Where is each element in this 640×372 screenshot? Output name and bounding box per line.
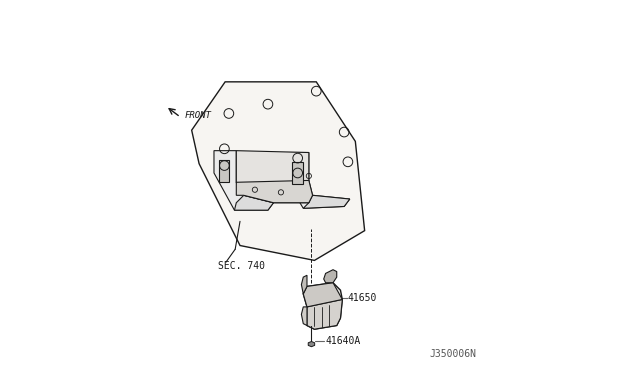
- Polygon shape: [324, 270, 337, 283]
- Text: 41650: 41650: [348, 294, 377, 303]
- Polygon shape: [301, 275, 307, 294]
- Polygon shape: [214, 151, 273, 210]
- Polygon shape: [301, 307, 307, 326]
- Polygon shape: [236, 151, 309, 203]
- Polygon shape: [234, 195, 273, 210]
- Bar: [219, 160, 229, 182]
- Polygon shape: [236, 180, 312, 203]
- Polygon shape: [303, 283, 342, 307]
- Polygon shape: [303, 283, 342, 329]
- Bar: [292, 162, 303, 184]
- Text: J350006N: J350006N: [429, 349, 476, 359]
- Text: SEC. 740: SEC. 740: [218, 261, 265, 271]
- Polygon shape: [303, 195, 349, 208]
- Polygon shape: [307, 299, 342, 329]
- Text: 41640A: 41640A: [326, 336, 361, 346]
- Polygon shape: [191, 82, 365, 260]
- Polygon shape: [308, 341, 315, 347]
- Polygon shape: [287, 153, 349, 208]
- Text: FRONT: FRONT: [184, 111, 211, 120]
